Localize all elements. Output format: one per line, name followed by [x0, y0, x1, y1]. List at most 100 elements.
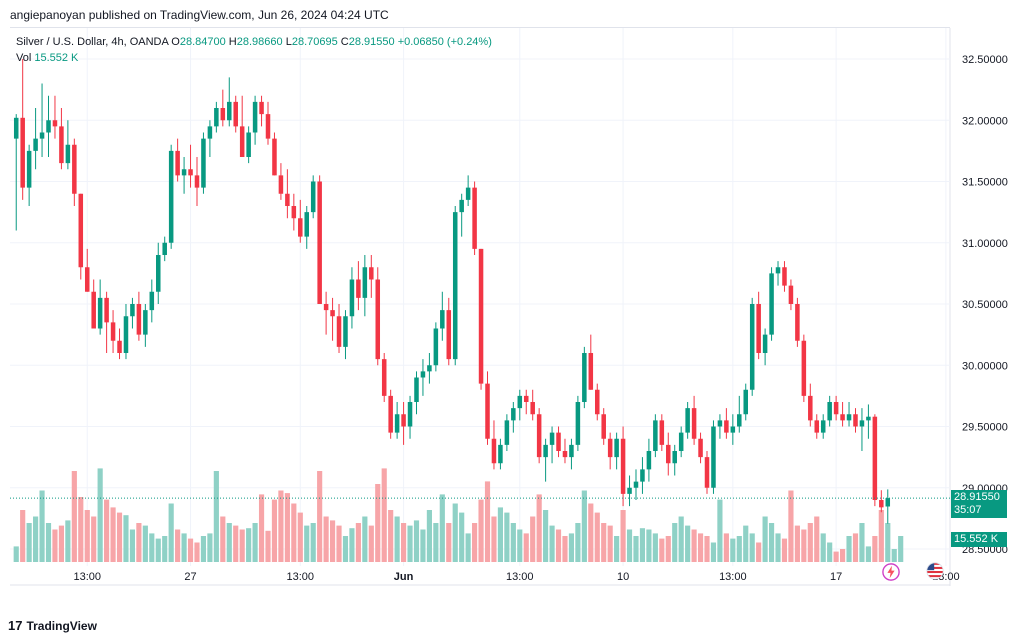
candle-body[interactable] [756, 304, 761, 353]
candle-body[interactable] [220, 108, 226, 121]
candlestick-chart[interactable]: 32.50000 32.00000 31.50000 31.00000 30.50000… [10, 28, 1024, 586]
candle-body[interactable] [866, 416, 871, 421]
candle-body[interactable] [336, 316, 342, 347]
candle-body[interactable] [795, 304, 800, 341]
candle-body[interactable] [265, 114, 271, 139]
candle-body[interactable] [808, 395, 813, 421]
candle-body[interactable] [846, 414, 852, 421]
candle-body[interactable] [59, 126, 64, 164]
candle-body[interactable] [388, 395, 393, 433]
candle-body[interactable] [685, 408, 690, 433]
candle-body[interactable] [278, 175, 284, 194]
candle-body[interactable] [588, 353, 594, 390]
candle-body[interactable] [46, 120, 51, 133]
candle-body[interactable] [310, 181, 316, 213]
candle-body[interactable] [291, 206, 297, 219]
candle-body[interactable] [491, 438, 497, 464]
candle-body[interactable] [20, 117, 25, 188]
candle-body[interactable] [620, 438, 626, 494]
candle-body[interactable] [659, 420, 665, 445]
candle-body[interactable] [272, 138, 277, 176]
candle-body[interactable] [207, 126, 213, 139]
candle-body[interactable] [678, 432, 684, 451]
candle-body[interactable] [704, 457, 710, 488]
candle-body[interactable] [730, 426, 736, 433]
candle-body[interactable] [827, 402, 832, 421]
candle-body[interactable] [369, 267, 374, 280]
candle-body[interactable] [711, 426, 716, 488]
candle-body[interactable] [72, 144, 77, 194]
candle-body[interactable] [885, 498, 891, 507]
candle-body[interactable] [110, 322, 116, 341]
lightning-icon[interactable] [882, 563, 900, 581]
candle-body[interactable] [549, 432, 555, 445]
candle-body[interactable] [168, 150, 174, 243]
candle-body[interactable] [259, 101, 264, 115]
candle-body[interactable] [575, 402, 581, 445]
candle-body[interactable] [517, 395, 523, 409]
candle-body[interactable] [194, 175, 200, 188]
candle-body[interactable] [504, 420, 510, 445]
candle-body[interactable] [485, 383, 490, 439]
candle-body[interactable] [601, 414, 606, 439]
candle-body[interactable] [872, 416, 878, 500]
candle-body[interactable] [737, 414, 742, 427]
candle-body[interactable] [117, 340, 122, 353]
candle-body[interactable] [39, 132, 45, 139]
candle-body[interactable] [65, 144, 71, 164]
candle-body[interactable] [633, 481, 639, 488]
candle-body[interactable] [323, 304, 329, 311]
candle-body[interactable] [130, 304, 135, 317]
candle-body[interactable] [543, 444, 548, 458]
candle-body[interactable] [769, 273, 774, 335]
candle-body[interactable] [362, 267, 368, 298]
candle-body[interactable] [162, 242, 167, 255]
candle-body[interactable] [227, 101, 232, 121]
candle-body[interactable] [239, 126, 245, 157]
candle-body[interactable] [214, 108, 219, 127]
candle-body[interactable] [782, 267, 787, 286]
candle-body[interactable] [188, 169, 193, 176]
candle-body[interactable] [666, 444, 671, 464]
candle-body[interactable] [582, 353, 587, 402]
candle-body[interactable] [530, 402, 535, 415]
candle-body[interactable] [155, 255, 161, 292]
candle-body[interactable] [498, 444, 503, 464]
candle-body[interactable] [91, 291, 96, 329]
candle-body[interactable] [394, 414, 400, 433]
candle-body[interactable] [401, 414, 406, 427]
candle-body[interactable] [381, 359, 387, 396]
candle-body[interactable] [614, 438, 619, 458]
candle-body[interactable] [33, 138, 38, 151]
candle-body[interactable] [440, 310, 445, 329]
candle-body[interactable] [252, 101, 258, 133]
legend-vol-label[interactable]: Vol [16, 52, 32, 64]
candle-body[interactable] [149, 291, 155, 311]
candle-body[interactable] [452, 212, 458, 360]
candle-body[interactable] [97, 297, 103, 329]
candle-body[interactable] [672, 451, 677, 464]
candle-body[interactable] [511, 408, 516, 421]
candle-body[interactable] [143, 310, 148, 335]
candle-body[interactable] [304, 212, 310, 237]
candle-body[interactable] [627, 487, 632, 494]
candle-body[interactable] [420, 371, 426, 378]
candle-body[interactable] [201, 138, 206, 188]
candle-body[interactable] [375, 279, 381, 360]
candle-body[interactable] [136, 304, 142, 335]
candle-body[interactable] [607, 438, 613, 458]
candle-body[interactable] [478, 248, 484, 384]
candle-body[interactable] [459, 199, 464, 213]
candle-body[interactable] [349, 279, 355, 317]
candle-body[interactable] [788, 285, 794, 304]
candle-body[interactable] [298, 218, 303, 237]
candle-body[interactable] [859, 420, 865, 427]
candle-body[interactable] [640, 469, 645, 482]
candle-body[interactable] [84, 267, 90, 292]
candle-body[interactable] [175, 150, 180, 176]
candle-body[interactable] [472, 187, 477, 249]
candle-body[interactable] [181, 169, 187, 176]
candle-body[interactable] [26, 150, 32, 188]
candle-body[interactable] [775, 267, 781, 274]
legend-symbol[interactable]: Silver / U.S. Dollar, 4h, OANDA [16, 36, 169, 48]
